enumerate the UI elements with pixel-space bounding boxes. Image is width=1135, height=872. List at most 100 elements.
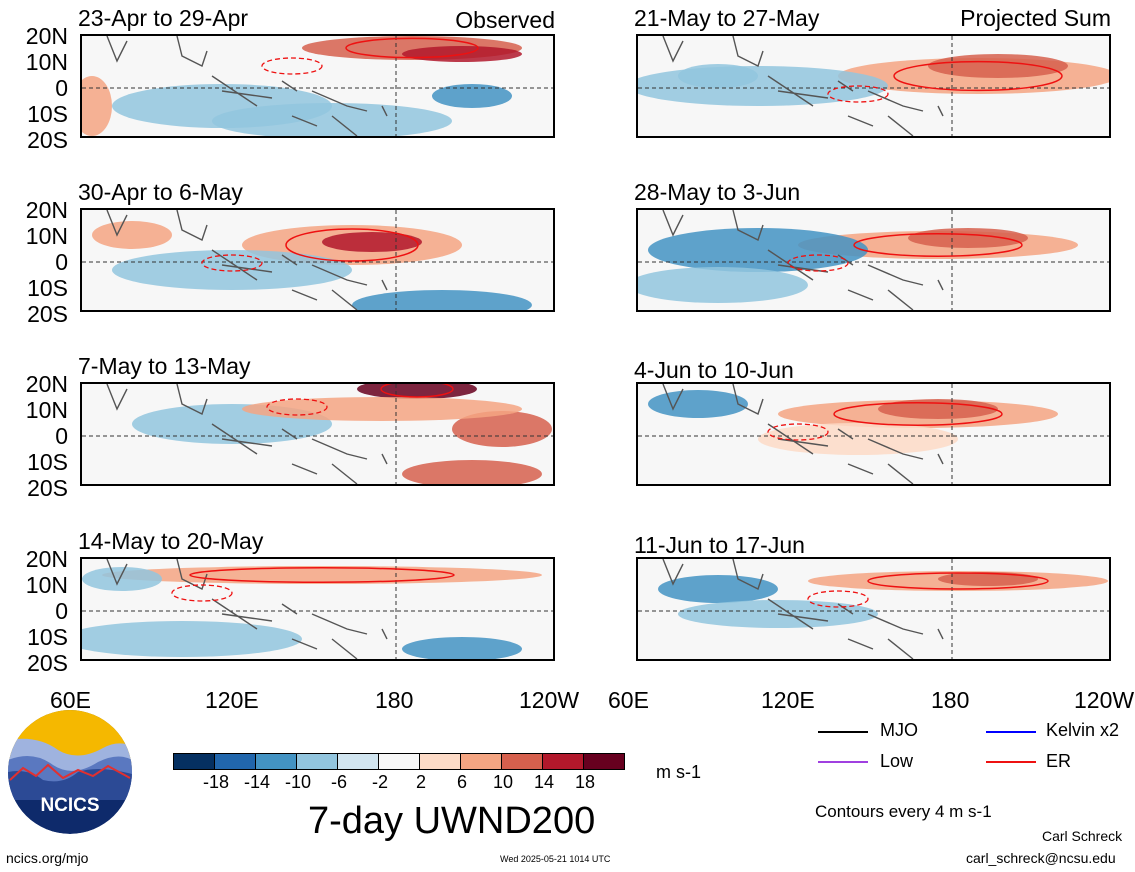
lon-label-120w-left: 120W	[519, 687, 580, 713]
map-panel-2	[636, 34, 1111, 138]
wind-anomaly-region	[82, 76, 112, 136]
colorbar-label: 2	[415, 772, 427, 792]
wind-field-shading	[82, 210, 553, 310]
wind-anomaly-region	[648, 228, 868, 272]
colorbar-label: 10	[492, 772, 514, 792]
map-panel-3	[80, 208, 555, 312]
lon-label-60e-left: 60E	[50, 687, 91, 713]
wind-anomaly-region	[938, 572, 1038, 586]
wind-field-shading	[638, 210, 1109, 310]
lat-label: 20S	[27, 650, 68, 676]
lat-label: 20N	[25, 371, 68, 397]
wind-anomaly-region	[658, 575, 778, 603]
wind-anomaly-region	[357, 384, 477, 399]
lon-label-60e-right: 60E	[608, 687, 649, 713]
timestamp: Wed 2025-05-21 1014 UTC	[500, 854, 611, 864]
colorbar-label: -10	[284, 772, 312, 792]
coastline	[662, 36, 944, 136]
colorbar-swatch	[460, 753, 502, 770]
er-contour-negative	[266, 398, 328, 416]
site-link[interactable]: ncics.org/mjo	[6, 850, 89, 866]
er-contour	[345, 37, 479, 59]
coastline	[662, 210, 944, 310]
coastline	[106, 210, 388, 310]
wind-anomaly-region	[82, 567, 162, 591]
panel-title-6: 4-Jun to 10-Jun	[634, 357, 794, 383]
colorbar-swatch	[255, 753, 297, 770]
wind-field-shading	[82, 36, 553, 136]
wind-field-shading	[638, 559, 1109, 659]
colorbar-swatch	[378, 753, 420, 770]
er-contour-negative	[261, 57, 323, 75]
coastline	[106, 36, 388, 136]
wind-anomaly-region	[402, 637, 522, 659]
wind-anomaly-region	[878, 399, 998, 419]
legend-line-mjo	[818, 731, 868, 733]
logo-text: NCICS	[40, 795, 99, 816]
er-contour-negative	[827, 85, 889, 103]
coastline	[662, 384, 944, 484]
wind-anomaly-region	[352, 290, 532, 310]
wind-anomaly-region	[82, 621, 302, 657]
coastline	[662, 559, 944, 659]
legend-line-er	[986, 761, 1036, 763]
wind-anomaly-region	[678, 64, 758, 88]
wind-anomaly-region	[638, 267, 808, 303]
legend-line-kelvin	[986, 731, 1036, 733]
colorbar-label: 6	[456, 772, 468, 792]
wind-anomaly-region	[102, 566, 542, 584]
chart-title: 7-day UWND200	[308, 800, 596, 842]
projected-label: Projected Sum	[960, 5, 1111, 31]
wind-anomaly-region	[928, 54, 1068, 78]
lon-label-120e-left: 120E	[205, 687, 259, 713]
wind-field-shading	[638, 384, 1109, 484]
author-name: Carl Schreck	[1042, 828, 1123, 844]
colorbar-label: -2	[371, 772, 389, 792]
map-panel-7	[80, 557, 555, 661]
wind-anomaly-region	[242, 397, 522, 421]
er-contour	[833, 402, 1003, 426]
observed-label: Observed	[455, 7, 555, 33]
wind-anomaly-region	[452, 411, 552, 447]
colorbar-label: -6	[330, 772, 348, 792]
wind-anomaly-region	[908, 228, 1028, 248]
colorbar-label: 14	[533, 772, 555, 792]
wind-field-shading	[82, 559, 553, 659]
lat-label: 0	[55, 598, 68, 624]
er-contour-negative	[201, 254, 263, 272]
legend-line-low	[818, 761, 868, 763]
lat-label: 10S	[27, 101, 68, 127]
coastline	[106, 384, 388, 484]
legend-label-mjo: MJO	[880, 720, 918, 740]
lon-label-120w-right: 120W	[1074, 687, 1135, 713]
lat-label: 20S	[27, 301, 68, 327]
legend-label-low: Low	[880, 751, 914, 771]
panel-title-4: 28-May to 3-Jun	[634, 179, 801, 205]
lat-label: 10S	[27, 275, 68, 301]
wind-field-shading	[82, 384, 553, 484]
legend-label-er: ER	[1046, 751, 1072, 771]
coastline	[106, 559, 388, 659]
legend-label-kelvin: Kelvin x2	[1046, 720, 1120, 740]
colorbar-swatch	[214, 753, 256, 770]
map-panel-5	[80, 382, 555, 486]
er-contour-negative	[787, 254, 849, 272]
wind-field-shading	[638, 36, 1109, 136]
lat-label: 10N	[25, 572, 68, 598]
lat-label: 10N	[25, 223, 68, 249]
wind-anomaly-region	[648, 390, 748, 418]
lat-label: 0	[55, 75, 68, 101]
panel-title-5: 7-May to 13-May	[78, 353, 251, 379]
colorbar-swatch	[501, 753, 543, 770]
colorbar-swatch	[337, 753, 379, 770]
author-email[interactable]: carl_schreck@ncsu.edu	[966, 850, 1116, 866]
lat-label: 10N	[25, 397, 68, 423]
lat-label: 10S	[27, 624, 68, 650]
lat-label: 10S	[27, 449, 68, 475]
lat-label: 0	[55, 249, 68, 275]
er-contour-negative	[767, 423, 829, 441]
lat-label: 20S	[27, 127, 68, 153]
wind-anomaly-region	[432, 84, 512, 108]
contour-note: Contours every 4 m s-1	[815, 802, 992, 821]
er-contour	[189, 567, 455, 583]
